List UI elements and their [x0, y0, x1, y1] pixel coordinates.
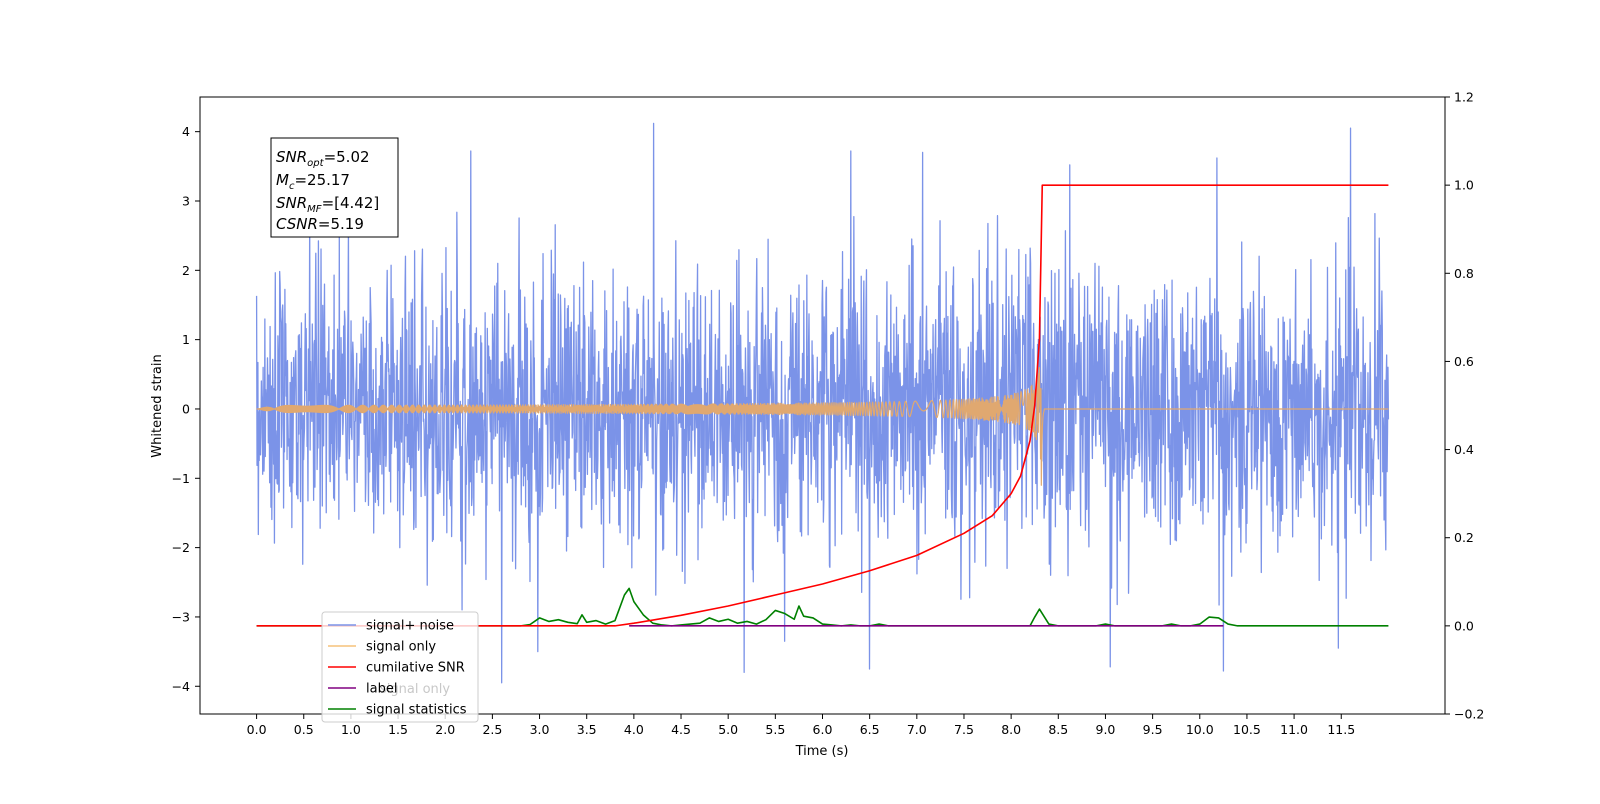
legend: signal only signal+ noise signal only cumi… [321, 611, 479, 723]
x-tick-label: 0.5 [294, 722, 314, 737]
left-y-tick-label: 0 [182, 401, 190, 416]
info-snr-opt: SNRopt=5.02 [276, 148, 370, 169]
x-tick-label: 5.5 [765, 722, 785, 737]
legend-entries: signal+ noise signal only cumilative SNR la… [328, 619, 467, 718]
x-tick-label: 1.5 [388, 722, 408, 737]
x-tick-label: 6.5 [860, 722, 880, 737]
left-y-tick-label: −4 [172, 679, 190, 694]
legend-label: cumilative SNR [366, 661, 465, 676]
x-tick-label: 8.5 [1048, 722, 1068, 737]
right-y-tick-label: 0.2 [1454, 530, 1474, 545]
y-axis-label: Whitened strain [150, 354, 165, 457]
info-snr-opt-value: =5.02 [324, 148, 370, 166]
legend-frame [321, 611, 479, 723]
x-tick-label: 9.0 [1096, 722, 1116, 737]
right-y-tick-label: −0.2 [1454, 707, 1484, 722]
x-tick-label: 10.0 [1186, 722, 1214, 737]
x-tick-label: 5.0 [718, 722, 738, 737]
legend-label: signal only [366, 640, 436, 655]
x-tick-label: 7.0 [907, 722, 927, 737]
info-mc-value: =25.17 [294, 171, 350, 189]
x-tick-label: 0.0 [247, 722, 267, 737]
legend-label: signal statistics [366, 703, 467, 718]
right-y-tick-label: 0.8 [1454, 266, 1474, 281]
info-csnr-value: =5.19 [318, 215, 364, 233]
x-tick-label: 2.5 [482, 722, 502, 737]
signal-noise-layer [255, 122, 1390, 684]
x-tick-label: 11.5 [1327, 722, 1355, 737]
right-y-axis-ticks: −0.2 0.0 0.2 0.4 0.6 0.8 1.0 1.2 [1445, 90, 1484, 722]
signal-only-layer [256, 366, 1389, 486]
left-y-tick-label: −2 [172, 540, 190, 555]
info-mc: Mc=25.17 [276, 171, 350, 192]
left-y-tick-label: −1 [172, 471, 190, 486]
right-y-tick-label: 0.4 [1454, 442, 1474, 457]
info-snr-mf: SNRMF=[4.42] [276, 194, 379, 215]
x-tick-label: 8.0 [1001, 722, 1021, 737]
x-tick-label: 3.5 [577, 722, 597, 737]
signal-noise-line [255, 122, 1390, 684]
plot-area [255, 122, 1390, 684]
right-y-tick-label: 1.2 [1454, 90, 1474, 105]
x-tick-label: 3.0 [530, 722, 550, 737]
info-snr-mf-value: =[4.42] [322, 194, 380, 212]
right-y-tick-label: 0.6 [1454, 354, 1474, 369]
x-tick-label: 11.0 [1280, 722, 1308, 737]
info-box: SNRopt=5.02 Mc=25.17 SNRMF=[4.42] CSNR=5… [270, 137, 399, 238]
x-tick-label: 9.5 [1143, 722, 1163, 737]
info-csnr: CSNR=5.19 [276, 215, 364, 233]
left-y-tick-label: 3 [182, 193, 190, 208]
legend-label: label [366, 682, 397, 697]
right-axis-series-layer [256, 184, 1389, 627]
x-tick-label: 4.5 [671, 722, 691, 737]
left-y-tick-label: 4 [182, 124, 190, 139]
x-tick-label: 10.5 [1233, 722, 1261, 737]
x-axis-label: Time (s) [795, 744, 849, 759]
x-axis-ticks: 0.0 0.5 1.0 1.5 2.0 2.5 3.0 3.5 4.0 4.5 5.0 5.5 6.0 6… [247, 714, 1355, 737]
x-tick-label: 2.0 [435, 722, 455, 737]
legend-hidden-text: signal only [380, 682, 450, 697]
right-y-tick-label: 1.0 [1454, 178, 1474, 193]
left-y-tick-label: 2 [182, 263, 190, 278]
x-tick-label: 7.5 [954, 722, 974, 737]
left-y-axis-ticks: −4 −3 −2 −1 0 1 2 3 4 [172, 124, 200, 694]
right-y-tick-label: 0.0 [1454, 618, 1474, 633]
info-box-frame [270, 137, 399, 238]
x-tick-label: 6.0 [813, 722, 833, 737]
legend-label: signal+ noise [366, 619, 454, 634]
left-y-tick-label: −3 [172, 609, 190, 624]
x-tick-label: 1.0 [341, 722, 361, 737]
left-y-tick-label: 1 [182, 332, 190, 347]
signal-only-line [256, 366, 1389, 486]
x-tick-label: 4.0 [624, 722, 644, 737]
cumulative-snr-line [256, 184, 1389, 627]
